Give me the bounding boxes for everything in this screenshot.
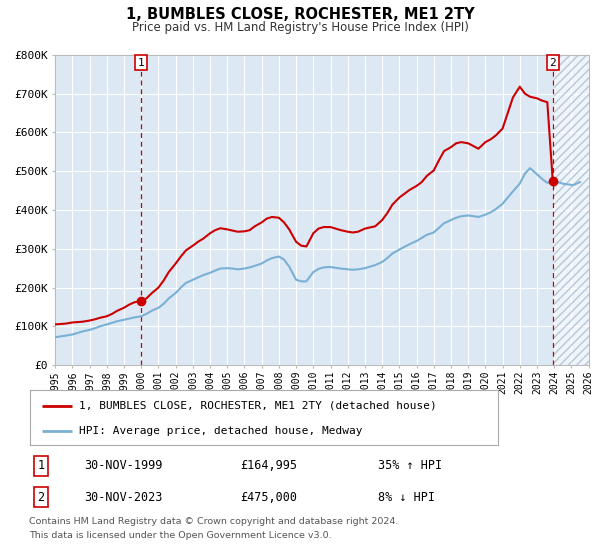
Text: 1: 1 <box>138 58 145 68</box>
Text: 1, BUMBLES CLOSE, ROCHESTER, ME1 2TY: 1, BUMBLES CLOSE, ROCHESTER, ME1 2TY <box>125 7 475 22</box>
Bar <box>554 55 589 365</box>
Text: 30-NOV-2023: 30-NOV-2023 <box>84 491 163 504</box>
Text: Contains HM Land Registry data © Crown copyright and database right 2024.: Contains HM Land Registry data © Crown c… <box>29 517 398 526</box>
Text: 2: 2 <box>37 491 44 504</box>
Text: 30-NOV-1999: 30-NOV-1999 <box>84 459 163 473</box>
Text: This data is licensed under the Open Government Licence v3.0.: This data is licensed under the Open Gov… <box>29 531 331 540</box>
Text: Price paid vs. HM Land Registry's House Price Index (HPI): Price paid vs. HM Land Registry's House … <box>131 21 469 34</box>
Text: HPI: Average price, detached house, Medway: HPI: Average price, detached house, Medw… <box>79 427 362 436</box>
Text: £475,000: £475,000 <box>240 491 297 504</box>
Bar <box>554 55 589 365</box>
Text: £164,995: £164,995 <box>240 459 297 473</box>
Text: 1, BUMBLES CLOSE, ROCHESTER, ME1 2TY (detached house): 1, BUMBLES CLOSE, ROCHESTER, ME1 2TY (de… <box>79 401 437 410</box>
Text: 8% ↓ HPI: 8% ↓ HPI <box>378 491 435 504</box>
Text: 2: 2 <box>550 58 556 68</box>
Text: 1: 1 <box>37 459 44 473</box>
Text: 35% ↑ HPI: 35% ↑ HPI <box>378 459 442 473</box>
